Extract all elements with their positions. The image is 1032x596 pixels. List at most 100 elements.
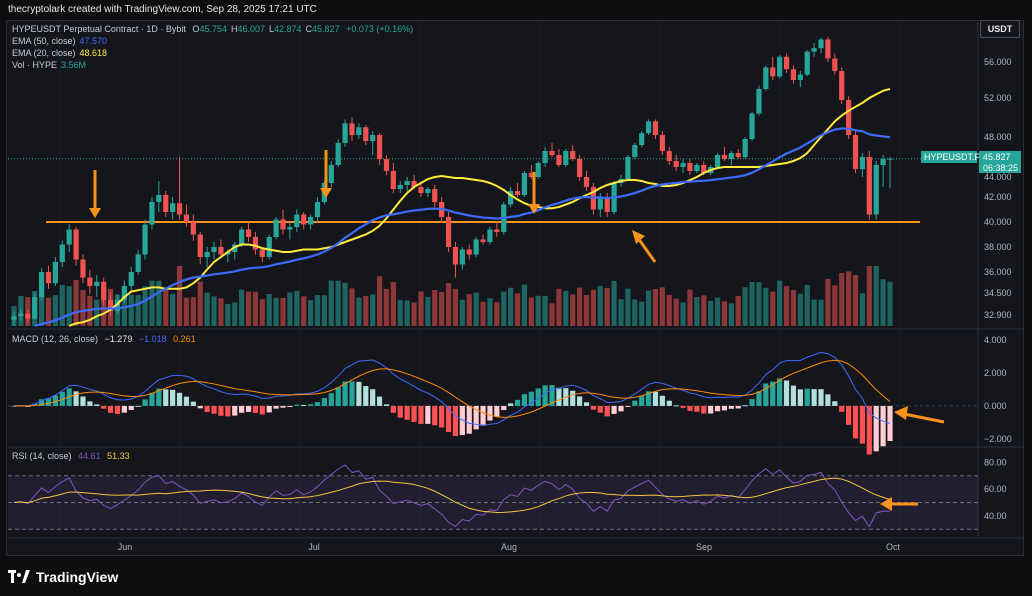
volume-bar xyxy=(239,289,245,326)
price-axis-label: 36.000 xyxy=(984,267,1012,277)
volume-legend[interactable]: Vol · HYPE 3.56M xyxy=(12,60,86,70)
macd-histogram-bar xyxy=(666,400,672,406)
candle-body xyxy=(811,48,817,52)
macd-histogram-bar xyxy=(708,405,714,414)
candle-body xyxy=(583,177,590,187)
macd-histogram-bar xyxy=(494,405,500,417)
volume-bar xyxy=(673,298,679,326)
candle-body xyxy=(694,165,700,171)
macd-histogram-bar xyxy=(880,405,886,447)
candle-body xyxy=(101,281,107,300)
rsi-legend[interactable]: RSI (14, close) 44.61 51.33 xyxy=(12,451,130,461)
volume-bar xyxy=(45,297,52,326)
volume-bar xyxy=(508,287,514,326)
macd-histogram-bar xyxy=(652,391,659,406)
volume-bar xyxy=(625,288,631,326)
candle-body xyxy=(363,127,369,141)
macd-histogram-bar xyxy=(452,405,459,437)
price-tag xyxy=(979,151,1021,173)
macd-histogram-bar xyxy=(11,405,17,407)
price-axis-label: 52.000 xyxy=(984,93,1012,103)
volume-bar xyxy=(735,296,741,326)
candle-body xyxy=(770,67,776,77)
volume-bar xyxy=(880,279,886,326)
volume-bar xyxy=(52,295,58,326)
candle-body xyxy=(370,135,376,141)
macd-histogram-bar xyxy=(170,389,176,406)
macd-histogram-bar xyxy=(176,392,183,406)
macd-histogram-bar xyxy=(873,405,879,452)
volume-bar xyxy=(397,300,403,326)
macd-histogram-bar xyxy=(756,391,762,406)
macd-histogram-bar xyxy=(590,405,597,410)
currency-selector[interactable]: USDT xyxy=(980,20,1020,38)
volume-bar xyxy=(273,297,279,326)
macd-histogram-bar xyxy=(411,405,417,422)
macd-histogram-bar xyxy=(625,405,631,407)
volume-bar xyxy=(583,295,590,326)
volume-bar xyxy=(783,286,790,326)
volume-bar xyxy=(59,285,65,326)
price-tag-countdown: 06:38:25 xyxy=(983,163,1018,173)
macd-histogram-bar xyxy=(45,398,52,406)
volume-bar xyxy=(94,299,100,326)
candle-body xyxy=(280,219,286,230)
macd-histogram-bar xyxy=(94,404,100,406)
candle-body xyxy=(114,299,121,311)
macd-histogram-bar xyxy=(887,405,893,442)
candle-body xyxy=(45,272,52,284)
volume-bar xyxy=(245,291,252,326)
volume-bar xyxy=(101,298,107,326)
macd-histogram-bar xyxy=(80,396,86,406)
volume-bar xyxy=(873,266,879,326)
volume-bar xyxy=(701,295,707,326)
arrow-annotation-head xyxy=(320,188,332,198)
volume-bar xyxy=(645,290,652,326)
ema50-value: 47.570 xyxy=(79,36,108,46)
macd-histogram-bar xyxy=(542,385,548,406)
volume-bar xyxy=(494,302,500,326)
volume-bar xyxy=(797,293,803,326)
candle-body xyxy=(749,113,755,139)
macd-value-2: −1.018 xyxy=(138,334,167,344)
candle-body xyxy=(866,157,872,215)
macd-axis-label: 0.000 xyxy=(984,401,1007,411)
rsi-axis-label: 80.00 xyxy=(984,457,1007,467)
macd-legend[interactable]: MACD (12, 26, close) −1.279 −1.018 0.261 xyxy=(12,334,196,344)
macd-histogram-bar xyxy=(528,391,534,406)
volume-bar xyxy=(659,287,665,326)
volume-bar xyxy=(128,294,134,326)
volume-bar xyxy=(728,303,734,326)
symbol-legend[interactable]: HYPEUSDT Perpetual Contract · 1D · Bybit… xyxy=(12,24,413,34)
ema20-legend[interactable]: EMA (20, close) 48.618 xyxy=(12,48,107,58)
macd-line xyxy=(13,351,891,426)
volume-bar xyxy=(687,289,693,326)
volume-value: 3.56M xyxy=(61,60,87,70)
volume-bar xyxy=(777,280,783,326)
candle-body xyxy=(397,185,403,189)
macd-histogram-bar xyxy=(301,404,307,406)
candle-body xyxy=(94,281,100,286)
ohlc-key: O xyxy=(192,24,200,34)
volume-bar xyxy=(370,294,376,326)
macd-histogram-bar xyxy=(107,405,114,413)
ema20-line xyxy=(68,88,891,327)
volume-bar xyxy=(632,299,638,326)
volume-bar xyxy=(170,293,176,326)
time-axis-label: Jul xyxy=(308,542,320,552)
ohlc-value: 46.007 xyxy=(237,24,265,34)
macd-histogram-bar xyxy=(445,405,452,433)
volume-bar xyxy=(866,266,872,326)
rsi-value-2: 51.33 xyxy=(107,451,130,461)
ema50-legend[interactable]: EMA (50, close) 47.570 xyxy=(12,36,107,46)
candle-body xyxy=(846,99,852,136)
ema50-line xyxy=(34,127,891,327)
candle-body xyxy=(273,219,279,237)
volume-bar xyxy=(328,280,334,326)
candle-body xyxy=(508,191,514,205)
candle-body xyxy=(542,151,548,163)
macd-histogram-bar xyxy=(59,391,65,406)
candle-body xyxy=(728,153,734,159)
volume-bar xyxy=(459,299,465,326)
